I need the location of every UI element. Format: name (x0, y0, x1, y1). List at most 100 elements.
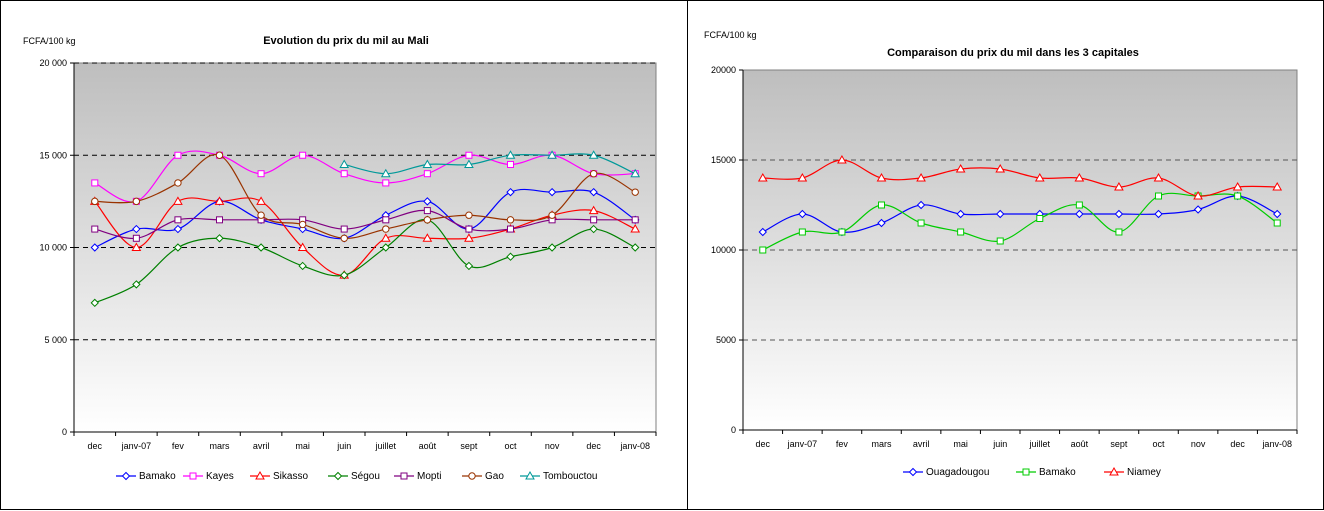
data-point (257, 211, 265, 219)
data-point (132, 224, 141, 234)
y-tick-label: 20000 (711, 65, 736, 75)
x-tick-label: sept (1110, 439, 1128, 449)
x-tick-label: sept (460, 441, 478, 451)
data-point (1074, 172, 1085, 182)
data-point (876, 172, 887, 182)
data-point (382, 179, 390, 187)
data-point (956, 209, 965, 219)
x-tick-label: dec (756, 439, 771, 449)
legend-label: Bamako (139, 471, 176, 482)
x-tick-label: dec (1230, 439, 1245, 449)
data-point (589, 187, 598, 197)
data-point (464, 159, 474, 168)
data-point (590, 216, 598, 224)
legend-label: Tombouctou (543, 471, 597, 482)
legend-item: Ségou (328, 471, 380, 482)
data-point (382, 225, 390, 233)
data-point (631, 188, 639, 196)
data-point (917, 219, 925, 227)
data-point (838, 228, 846, 236)
data-point (506, 216, 515, 224)
data-point (340, 170, 348, 178)
x-tick-label: mai (295, 441, 310, 451)
data-point (90, 243, 99, 252)
legend-label: Gao (485, 471, 504, 482)
legend-label: Mopti (417, 471, 441, 482)
legend-item: Tombouctou (520, 470, 597, 482)
data-point (423, 216, 432, 224)
legend-item: Gao (462, 471, 504, 482)
y-tick-label: 15000 (711, 155, 736, 165)
data-point (878, 201, 885, 209)
data-point (507, 225, 514, 233)
legend-item: Kayes (183, 471, 234, 482)
data-point (916, 200, 926, 210)
y-tick-label: 5 000 (44, 335, 67, 345)
data-point (422, 159, 433, 168)
data-point (339, 159, 350, 168)
legend-marker (333, 471, 343, 481)
legend-item: Bamako (1016, 467, 1076, 478)
data-point (382, 216, 390, 224)
data-point (340, 225, 348, 233)
unit-label: FCFA/100 kg (704, 30, 757, 40)
data-point (506, 187, 515, 197)
data-point (1075, 201, 1083, 209)
legend-marker (400, 472, 408, 480)
series-line (94, 219, 636, 304)
data-point (1036, 215, 1044, 222)
data-point (798, 209, 807, 219)
data-point (757, 172, 768, 182)
data-point (174, 151, 182, 159)
data-point (955, 163, 966, 173)
legend-label: Kayes (206, 471, 234, 482)
legend-marker (255, 470, 265, 480)
data-point (797, 172, 808, 182)
data-point (996, 209, 1005, 219)
legend-item: Niamey (1104, 466, 1161, 478)
data-point (299, 151, 307, 159)
legend-label: Bamako (1039, 467, 1076, 478)
data-point (547, 187, 557, 197)
y-tick-label: 10 000 (39, 243, 67, 253)
data-point (1115, 228, 1123, 236)
data-point (1193, 190, 1203, 200)
legend-item: Bamako (116, 471, 176, 482)
data-point (589, 224, 598, 234)
data-point (422, 233, 433, 242)
data-point (381, 243, 390, 252)
data-point (91, 225, 99, 233)
x-tick-label: avril (253, 441, 270, 451)
data-point (995, 163, 1006, 173)
x-tick-label: juillet (1029, 439, 1051, 449)
data-point (631, 243, 640, 252)
data-point (1273, 219, 1281, 227)
data-point (90, 298, 99, 308)
data-point (173, 196, 183, 205)
data-point (131, 242, 142, 251)
x-tick-label: mars (210, 441, 230, 451)
x-tick-label: fev (172, 441, 185, 451)
x-tick-label: janv-08 (619, 441, 650, 451)
data-point (505, 150, 516, 159)
legend-label: Niamey (1127, 467, 1161, 478)
data-point (464, 261, 474, 271)
data-point (423, 207, 431, 215)
x-tick-label: mai (953, 439, 968, 449)
x-tick-label: janv-07 (787, 439, 818, 449)
data-point (465, 151, 473, 159)
data-point (173, 243, 183, 252)
data-point (1155, 192, 1162, 200)
series-line (344, 153, 636, 175)
chart-title: Evolution du prix du mil au Mali (263, 35, 429, 47)
data-point (298, 261, 307, 271)
x-tick-label: avril (913, 439, 930, 449)
data-point (340, 234, 348, 242)
legend-label: Ouagadougou (926, 467, 989, 478)
series-line (94, 153, 636, 239)
chart-capitales-svg: FCFA/100 kg Comparaison du prix du mil da… (704, 30, 1298, 478)
data-point (1234, 192, 1242, 200)
data-point (1034, 172, 1045, 182)
data-point (758, 227, 767, 237)
data-point (340, 270, 349, 280)
